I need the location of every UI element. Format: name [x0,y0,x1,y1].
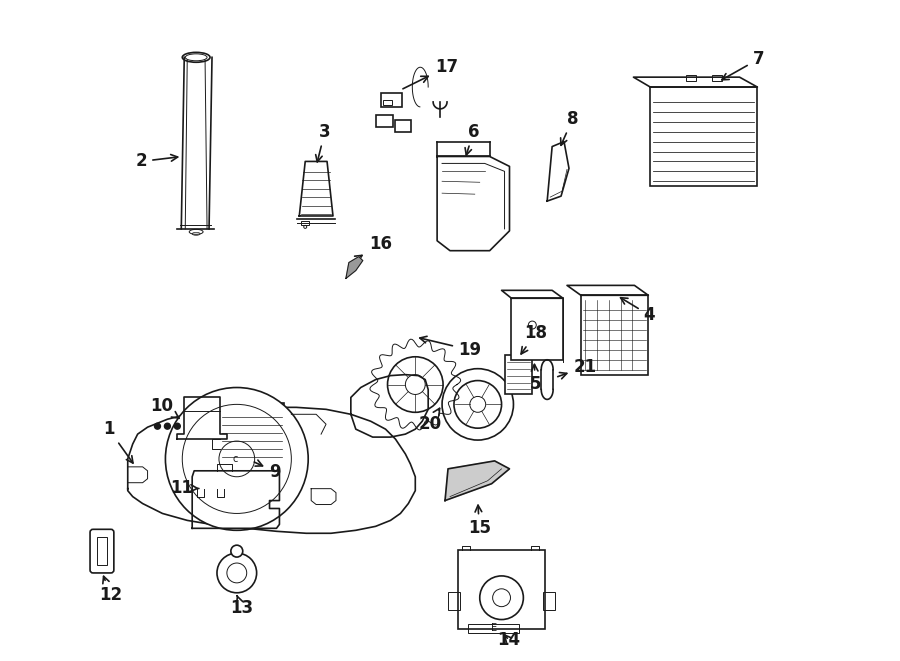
Bar [580,295,648,375]
Circle shape [442,369,514,440]
Bar [511,298,563,360]
Text: 18: 18 [521,324,547,354]
Polygon shape [547,141,569,201]
Text: 10: 10 [150,397,179,418]
Bar [381,93,402,107]
Text: 21: 21 [558,358,597,379]
Text: c: c [232,454,238,464]
Text: 20: 20 [418,408,441,433]
Bar [448,592,460,609]
Text: 17: 17 [403,58,458,89]
Text: 5: 5 [529,364,541,393]
Bar [375,115,393,127]
Text: 4: 4 [621,297,655,324]
Circle shape [175,423,180,429]
Bar [97,537,107,565]
Polygon shape [346,256,363,278]
Text: 15: 15 [468,505,490,537]
Text: 16: 16 [353,235,392,262]
Bar [202,492,239,520]
Text: 3: 3 [316,123,330,162]
Text: 13: 13 [230,596,253,617]
Text: 6: 6 [465,123,480,155]
Bar [468,623,519,633]
Text: 1: 1 [103,420,133,463]
Text: 14: 14 [498,631,521,649]
Text: E: E [491,623,497,633]
Bar [651,87,758,186]
Bar [302,221,310,225]
Bar [505,355,532,395]
Text: 2: 2 [136,153,177,171]
Bar [395,120,411,132]
Bar [686,75,696,81]
Circle shape [166,387,308,530]
Text: 19: 19 [419,336,482,359]
Bar [458,550,545,629]
Bar [220,403,284,461]
Text: 9: 9 [254,460,281,481]
Text: 12: 12 [99,576,122,603]
Circle shape [217,553,256,593]
Bar [249,500,265,520]
Ellipse shape [183,52,210,62]
Circle shape [155,423,160,429]
Bar [712,75,722,81]
FancyBboxPatch shape [90,529,113,573]
Polygon shape [445,461,509,500]
Text: 7: 7 [722,50,764,80]
Circle shape [231,545,243,557]
Bar [544,592,555,609]
Text: 8: 8 [561,110,579,145]
Text: 11: 11 [170,479,199,496]
Bar [382,100,392,105]
Circle shape [165,423,170,429]
